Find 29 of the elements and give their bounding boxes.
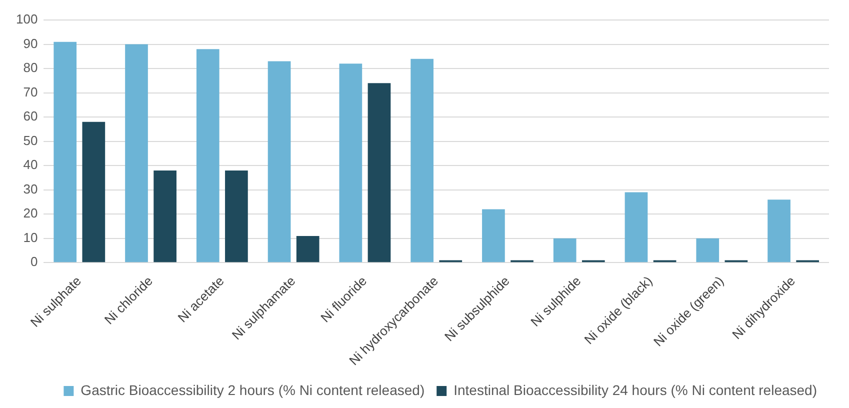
bar — [54, 42, 77, 262]
bar — [125, 44, 148, 262]
bar — [268, 61, 291, 262]
bar — [696, 238, 720, 262]
y-tick-label: 60 — [23, 108, 38, 124]
y-tick-label: 70 — [23, 84, 38, 100]
y-tick-label: 90 — [23, 36, 38, 51]
y-tick-label: 10 — [23, 230, 38, 245]
y-tick-label: 50 — [23, 132, 38, 148]
y-tick-label: 100 — [16, 12, 38, 27]
y-tick-label: 30 — [23, 181, 38, 196]
bar — [368, 83, 391, 262]
bar — [225, 170, 248, 262]
legend-label: Intestinal Bioaccessibility 24 hours (% Ni content released) — [454, 382, 818, 398]
bar — [553, 238, 576, 262]
y-tick-label: 20 — [23, 206, 38, 221]
y-tick-label: 80 — [23, 60, 38, 76]
bar — [624, 192, 648, 262]
bar — [82, 122, 106, 262]
bar — [296, 236, 320, 262]
y-tick-label: 0 — [30, 254, 38, 270]
bar — [768, 200, 790, 262]
legend-label: Gastric Bioaccessibility 2 hours (% Ni content released) — [80, 382, 425, 398]
bar — [482, 209, 505, 262]
bar — [339, 64, 362, 262]
bar — [410, 58, 434, 262]
bar — [196, 49, 220, 262]
bar — [154, 170, 176, 262]
y-tick-label: 40 — [23, 157, 38, 172]
